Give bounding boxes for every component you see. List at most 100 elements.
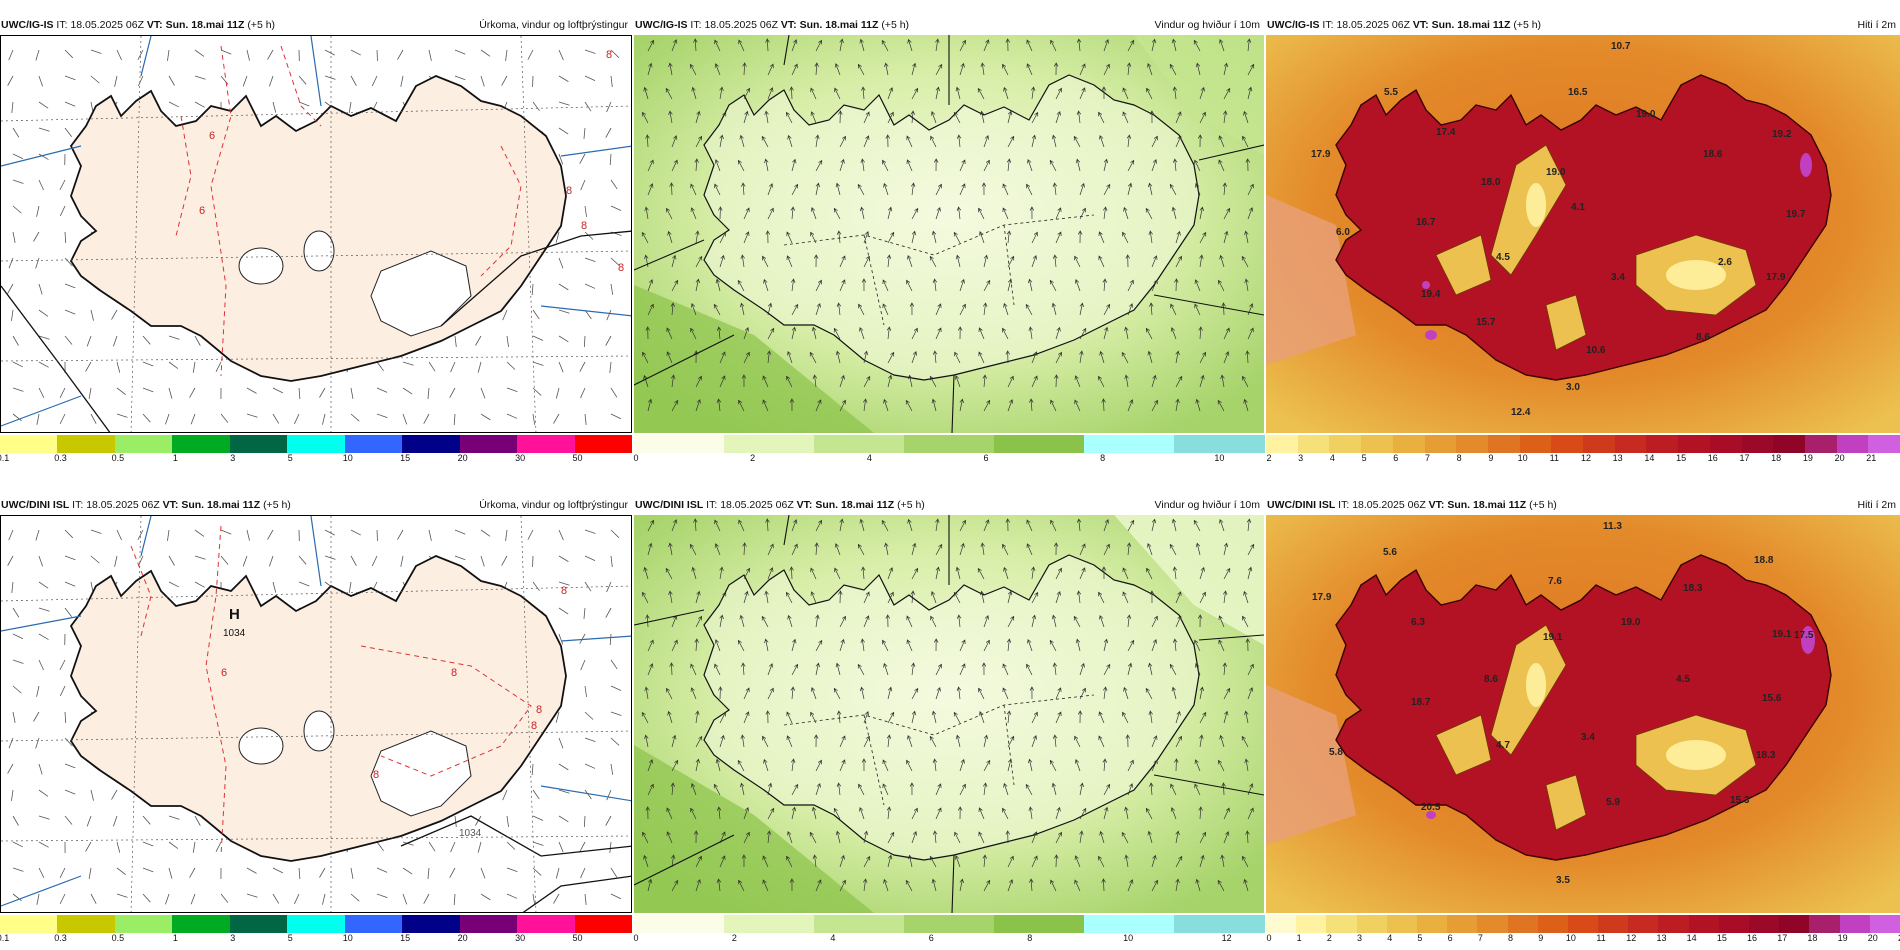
colorbar-swatch (114, 435, 173, 453)
wind-barb (38, 387, 45, 399)
wind-barb (428, 529, 432, 541)
wind-arrow (1124, 326, 1129, 340)
wind-arrow (1124, 854, 1129, 868)
wind-arrow (978, 831, 985, 844)
wind-arrow (886, 326, 892, 340)
wind-barb (558, 581, 570, 586)
wind-arrow (863, 735, 870, 748)
wind-arrow (1199, 711, 1207, 724)
wind-arrow (714, 63, 721, 76)
wind-arrow (983, 615, 989, 628)
wind-arrow (764, 638, 769, 652)
wind-arrow (1074, 879, 1081, 892)
wind-arrow (1245, 158, 1250, 172)
wind-barb (584, 75, 596, 81)
wind-arrow (719, 231, 726, 244)
colorbar-swatch (1297, 435, 1330, 453)
temperature-map[interactable]: 10.7 5.5 16.5 19.0 17.4 17.9 18.6 19.2 18.0 19.0 4… (1266, 35, 1900, 433)
wind-arrow (1103, 63, 1110, 76)
wind-arrow (956, 206, 962, 220)
wind-arrow (670, 302, 676, 316)
wind-arrow (641, 111, 649, 124)
wind-arrow (1005, 830, 1010, 844)
wind-arrow (955, 566, 961, 580)
wind-map[interactable] (634, 515, 1264, 913)
precip-map[interactable]: 8 8 8 6 8 6 (0, 35, 632, 433)
wind-arrow (1222, 110, 1228, 124)
wind-arrow (1218, 615, 1225, 628)
temperature-value: 19.0 (1621, 617, 1641, 628)
wind-arrow (1050, 879, 1057, 892)
colorbar-tick-label: 30 (515, 933, 526, 943)
temperature-map[interactable]: 11.3 5.6 18.8 7.6 18.3 17.9 6.3 19.0 19.1 19.1 17.… (1266, 515, 1900, 913)
wind-barb (116, 529, 122, 541)
wind-barb (606, 309, 612, 321)
wind-barb (532, 581, 540, 592)
wind-arrow (810, 207, 817, 220)
wind-barb (584, 257, 596, 262)
it-label: IT: (706, 499, 718, 511)
wind-arrow (1247, 663, 1254, 676)
colorbar-tick-label: 19 (1802, 453, 1813, 463)
wind-arrow (743, 590, 749, 604)
wind-arrow (670, 854, 676, 868)
wind-arrow (815, 302, 821, 316)
colorbar-tick-label: 10 (1565, 933, 1576, 943)
wind-arrow (1053, 542, 1059, 556)
wind-arrow (1194, 783, 1201, 796)
colorbar-tick-label: 0.5 (111, 933, 125, 943)
colorbar (0, 435, 633, 453)
wind-barb (35, 257, 40, 269)
wind-arrow (791, 303, 799, 316)
wind-arrow (742, 542, 747, 556)
wind-arrow (1099, 350, 1105, 364)
wind-arrow (959, 39, 966, 52)
wind-barb (85, 361, 92, 372)
wind-barb (165, 893, 170, 905)
model-name: UWC/DINI ISL (1267, 499, 1336, 511)
wind-arrow (1027, 278, 1033, 292)
wind-arrow (1126, 542, 1132, 556)
model-name: UWC/IG-IS (1267, 19, 1320, 31)
wind-barb (189, 867, 196, 878)
precip-map[interactable]: H 1034 1034 8 8 8 6 8 8 (0, 515, 632, 913)
wind-arrow (954, 351, 961, 364)
model-name: UWC/DINI ISL (635, 499, 704, 511)
wind-arrow (1170, 327, 1177, 340)
colorbar-swatch (1614, 435, 1647, 453)
it-value: 18.05.2025 06Z (70, 19, 144, 31)
wind-arrow (1103, 158, 1109, 172)
panel-title: Hiti í 2m (1857, 499, 1896, 511)
wind-arrow (935, 206, 941, 220)
wind-arrow (834, 543, 841, 556)
wind-barb (168, 867, 173, 879)
colorbar-tick-label: 6 (1393, 453, 1399, 463)
colorbar-tick-label: 12 (1580, 453, 1592, 463)
wind-arrow (1029, 878, 1034, 892)
wind-barb (610, 283, 614, 295)
wind-map[interactable] (634, 35, 1264, 433)
vt-value: Sun. 18.mai 11Z (799, 19, 879, 31)
temperature-value: 5.5 (1384, 87, 1398, 98)
wind-arrow (1149, 782, 1154, 796)
wind-arrow (815, 399, 822, 412)
wind-barb (610, 893, 622, 900)
wind-arrow (713, 783, 721, 796)
wind-barb (584, 685, 587, 697)
wind-barb (12, 685, 22, 694)
colorbar-tick-label: 5 (287, 933, 293, 943)
colorbar-swatch (1537, 915, 1569, 933)
wind-arrow (667, 710, 673, 724)
wind-arrow (1055, 110, 1061, 124)
wind-barb (532, 815, 544, 821)
wind-barb (59, 685, 66, 697)
wind-arrow (719, 86, 724, 100)
wind-barb (38, 335, 50, 340)
wind-arrow (1007, 135, 1015, 148)
wind-map-svg (634, 35, 1264, 433)
wind-arrow (668, 62, 673, 76)
wind-barb (450, 361, 456, 373)
wind-arrow (791, 39, 798, 52)
wind-arrow (911, 807, 918, 820)
colorbar-swatch (57, 915, 116, 933)
